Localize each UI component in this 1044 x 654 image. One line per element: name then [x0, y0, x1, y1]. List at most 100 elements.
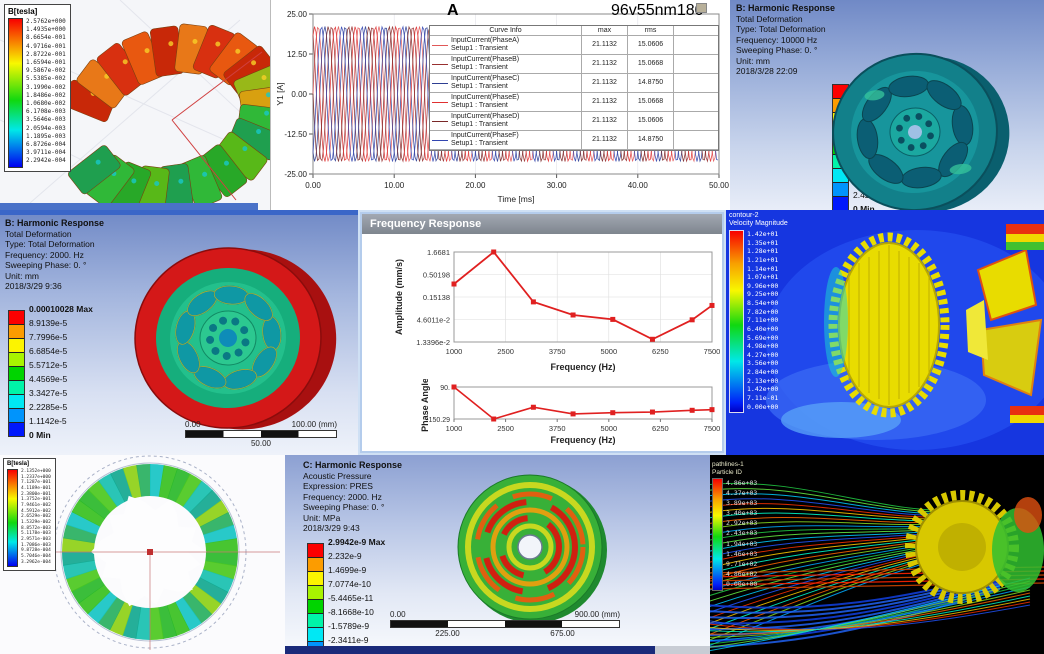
legend-value: 1.6594e-001: [26, 59, 66, 67]
window-bottom-edge: [285, 646, 710, 654]
result-annotation: B: Harmonic Response Total Deformation Typ…: [5, 218, 104, 292]
svg-text:30.00: 30.00: [547, 181, 568, 190]
svg-text:25.00: 25.00: [287, 10, 308, 19]
b-field-legend: B[tesla] 2.5762e+000 1.4935e+000 8.6654e-0…: [4, 4, 71, 172]
rotor-field-plot: [20, 455, 280, 650]
legend-value: 5.1178e-003: [21, 531, 51, 537]
legend-value: 3.2962e-004: [21, 559, 51, 565]
velocity-contour-plot: [726, 210, 1044, 455]
ruler-mid: 50.00: [250, 439, 272, 448]
svg-text:6250: 6250: [652, 424, 669, 433]
max-value: 21.1132: [582, 36, 628, 54]
scale-ruler: 0.00 900.00 (mm) 225.00 675.00: [390, 610, 620, 638]
legend-value: 4.4569e-5: [29, 374, 68, 384]
legend-value: 1.7086e-003: [21, 542, 51, 548]
legend-value: 7.9461e-002: [21, 502, 51, 508]
legend-value: 1.2337e+000: [21, 474, 51, 480]
curve-label: InputCurrent(PhaseD): [451, 113, 520, 120]
window-titlebar[interactable]: Frequency Response: [362, 214, 722, 234]
legend-value: 2.232e-9: [328, 551, 362, 561]
legend-row: InputCurrent(PhaseE) Setup1 : Transient 21…: [430, 93, 718, 112]
svg-text:3750: 3750: [549, 347, 566, 356]
colorbar-cell: [9, 353, 24, 367]
curve-sub: Setup1 : Transient: [451, 64, 508, 71]
colorbar-cell: [9, 325, 24, 339]
legend-row: InputCurrent(PhaseF) Setup1 : Transient 21…: [430, 131, 718, 150]
colorbar: [8, 18, 23, 168]
colorbar-cell: [308, 544, 323, 558]
legend-value: 0.00010028 Max: [29, 304, 93, 314]
legend-value: 4.27e+00: [747, 350, 779, 359]
legend-value: 4.86e+03: [726, 479, 758, 487]
curve-color-swatch: [432, 44, 448, 46]
cfd-pathlines-view: pathlines-1 Particle ID 4.86e+03 4.37e+03…: [710, 455, 1044, 654]
input-current-plot: A 96v55nm180 0.00 10.00 20.00 30.00 40.00 50.…: [270, 0, 731, 210]
curve-name: InputCurrent(PhaseE) Setup1 : Transient: [451, 94, 519, 110]
curve-label: InputCurrent(PhaseA): [451, 37, 520, 44]
colorbar-cell: [833, 183, 848, 197]
legend-value: 9.25e+00: [747, 290, 779, 299]
annotation-line: Type: Total Deformation: [736, 24, 826, 34]
curve-info-cell: InputCurrent(PhaseB) Setup1 : Transient: [430, 55, 582, 73]
svg-text:4.6011e-2: 4.6011e-2: [417, 316, 450, 325]
colorbar-cell: [833, 197, 848, 210]
window-titlebar-strip: [0, 203, 258, 210]
plot-corner-label: A: [447, 2, 459, 19]
streamlines-plot: [710, 482, 1044, 652]
colorbar-cell: [9, 381, 24, 395]
legend-value: 6.1708e-003: [26, 108, 66, 116]
max-value: 21.1132: [582, 112, 628, 130]
legend-value: 1.8486e-002: [26, 91, 66, 99]
legend-value: 1.4699e-9: [328, 565, 367, 575]
legend-row: InputCurrent(PhaseB) Setup1 : Transient 21…: [430, 55, 718, 74]
wheel-deformation-plot: [832, 52, 1010, 210]
curve-name: InputCurrent(PhaseD) Setup1 : Transient: [451, 113, 519, 129]
colorbar-cell: [308, 586, 323, 600]
legend-value: 0 Min: [29, 430, 51, 440]
legend-value: 4.1189e-001: [21, 485, 51, 491]
colorbar-values: 2.5762e+000 1.4935e+000 8.6654e-001 4.9716e…: [26, 18, 66, 168]
legend-title: B[tesla]: [7, 461, 30, 467]
colorbar-values: 1.42e+01 1.35e+01 1.28e+01 1.21e+01 1.14e+01…: [747, 230, 778, 413]
curve-color-swatch: [432, 82, 448, 84]
svg-text:10.00: 10.00: [384, 181, 405, 190]
ruler-q1: 225.00: [435, 629, 460, 638]
legend-header: Curve Info max rms: [430, 26, 718, 36]
legend-value: 1.3752e-001: [21, 497, 51, 503]
legend-header-cell: Curve Info: [430, 26, 582, 35]
legend-value: 1.5329e-002: [21, 519, 51, 525]
annotation-line: Acoustic Pressure: [303, 470, 372, 481]
colorbar: [712, 478, 723, 591]
curve-name: InputCurrent(PhaseA) Setup1 : Transient: [451, 37, 519, 53]
annotation-line: Type: Total Deformation: [5, 239, 95, 249]
annotation-line: Sweeping Phase: 0. °: [736, 45, 818, 55]
legend-value: 3.9711e-004: [26, 149, 66, 157]
maxwell-coil-view: B[tesla] 2.5762e+000 1.4935e+000 8.6654e-0…: [0, 0, 270, 210]
legend-value: 2.2942e-004: [26, 157, 66, 165]
legend-value: 3.3427e-5: [29, 388, 68, 398]
resize-grip[interactable]: [655, 646, 710, 654]
svg-text:0.00: 0.00: [291, 90, 307, 99]
legend-title: contour-2: [729, 212, 759, 219]
legend-row: InputCurrent(PhaseA) Setup1 : Transient 21…: [430, 36, 718, 55]
coil-field-plot: [0, 0, 270, 203]
rms-value: 15.0606: [628, 112, 674, 130]
ruler-bar: [390, 620, 620, 628]
colorbar-cell: [308, 600, 323, 614]
svg-text:0.15138: 0.15138: [423, 293, 450, 302]
colorbar-cell: [308, 614, 323, 628]
legend-value: 1.4935e+000: [26, 26, 66, 34]
curve-label: InputCurrent(PhaseF): [451, 132, 519, 139]
annotation-line: Unit: MPa: [303, 512, 341, 523]
legend-value: 2.5762e+000: [26, 18, 66, 25]
legend-value: -2.3411e-9: [328, 635, 369, 645]
rms-value: 15.0668: [628, 55, 674, 73]
legend-value: 8.9139e-5: [29, 318, 68, 328]
legend-value: -5.4465e-11: [328, 593, 374, 603]
pathlines-legend: pathlines-1 Particle ID 4.86e+03 4.37e+03…: [712, 461, 757, 591]
window-titlebar-strip: [0, 210, 358, 215]
window-body: Frequency Response 1.6681 0.50198 0.15138 4…: [360, 212, 724, 453]
maxwell-rotor-view: B[tesla] 2.1352e+000 1.2337e+000 7.1287e-0…: [0, 455, 285, 654]
curve-color-swatch: [432, 120, 448, 122]
